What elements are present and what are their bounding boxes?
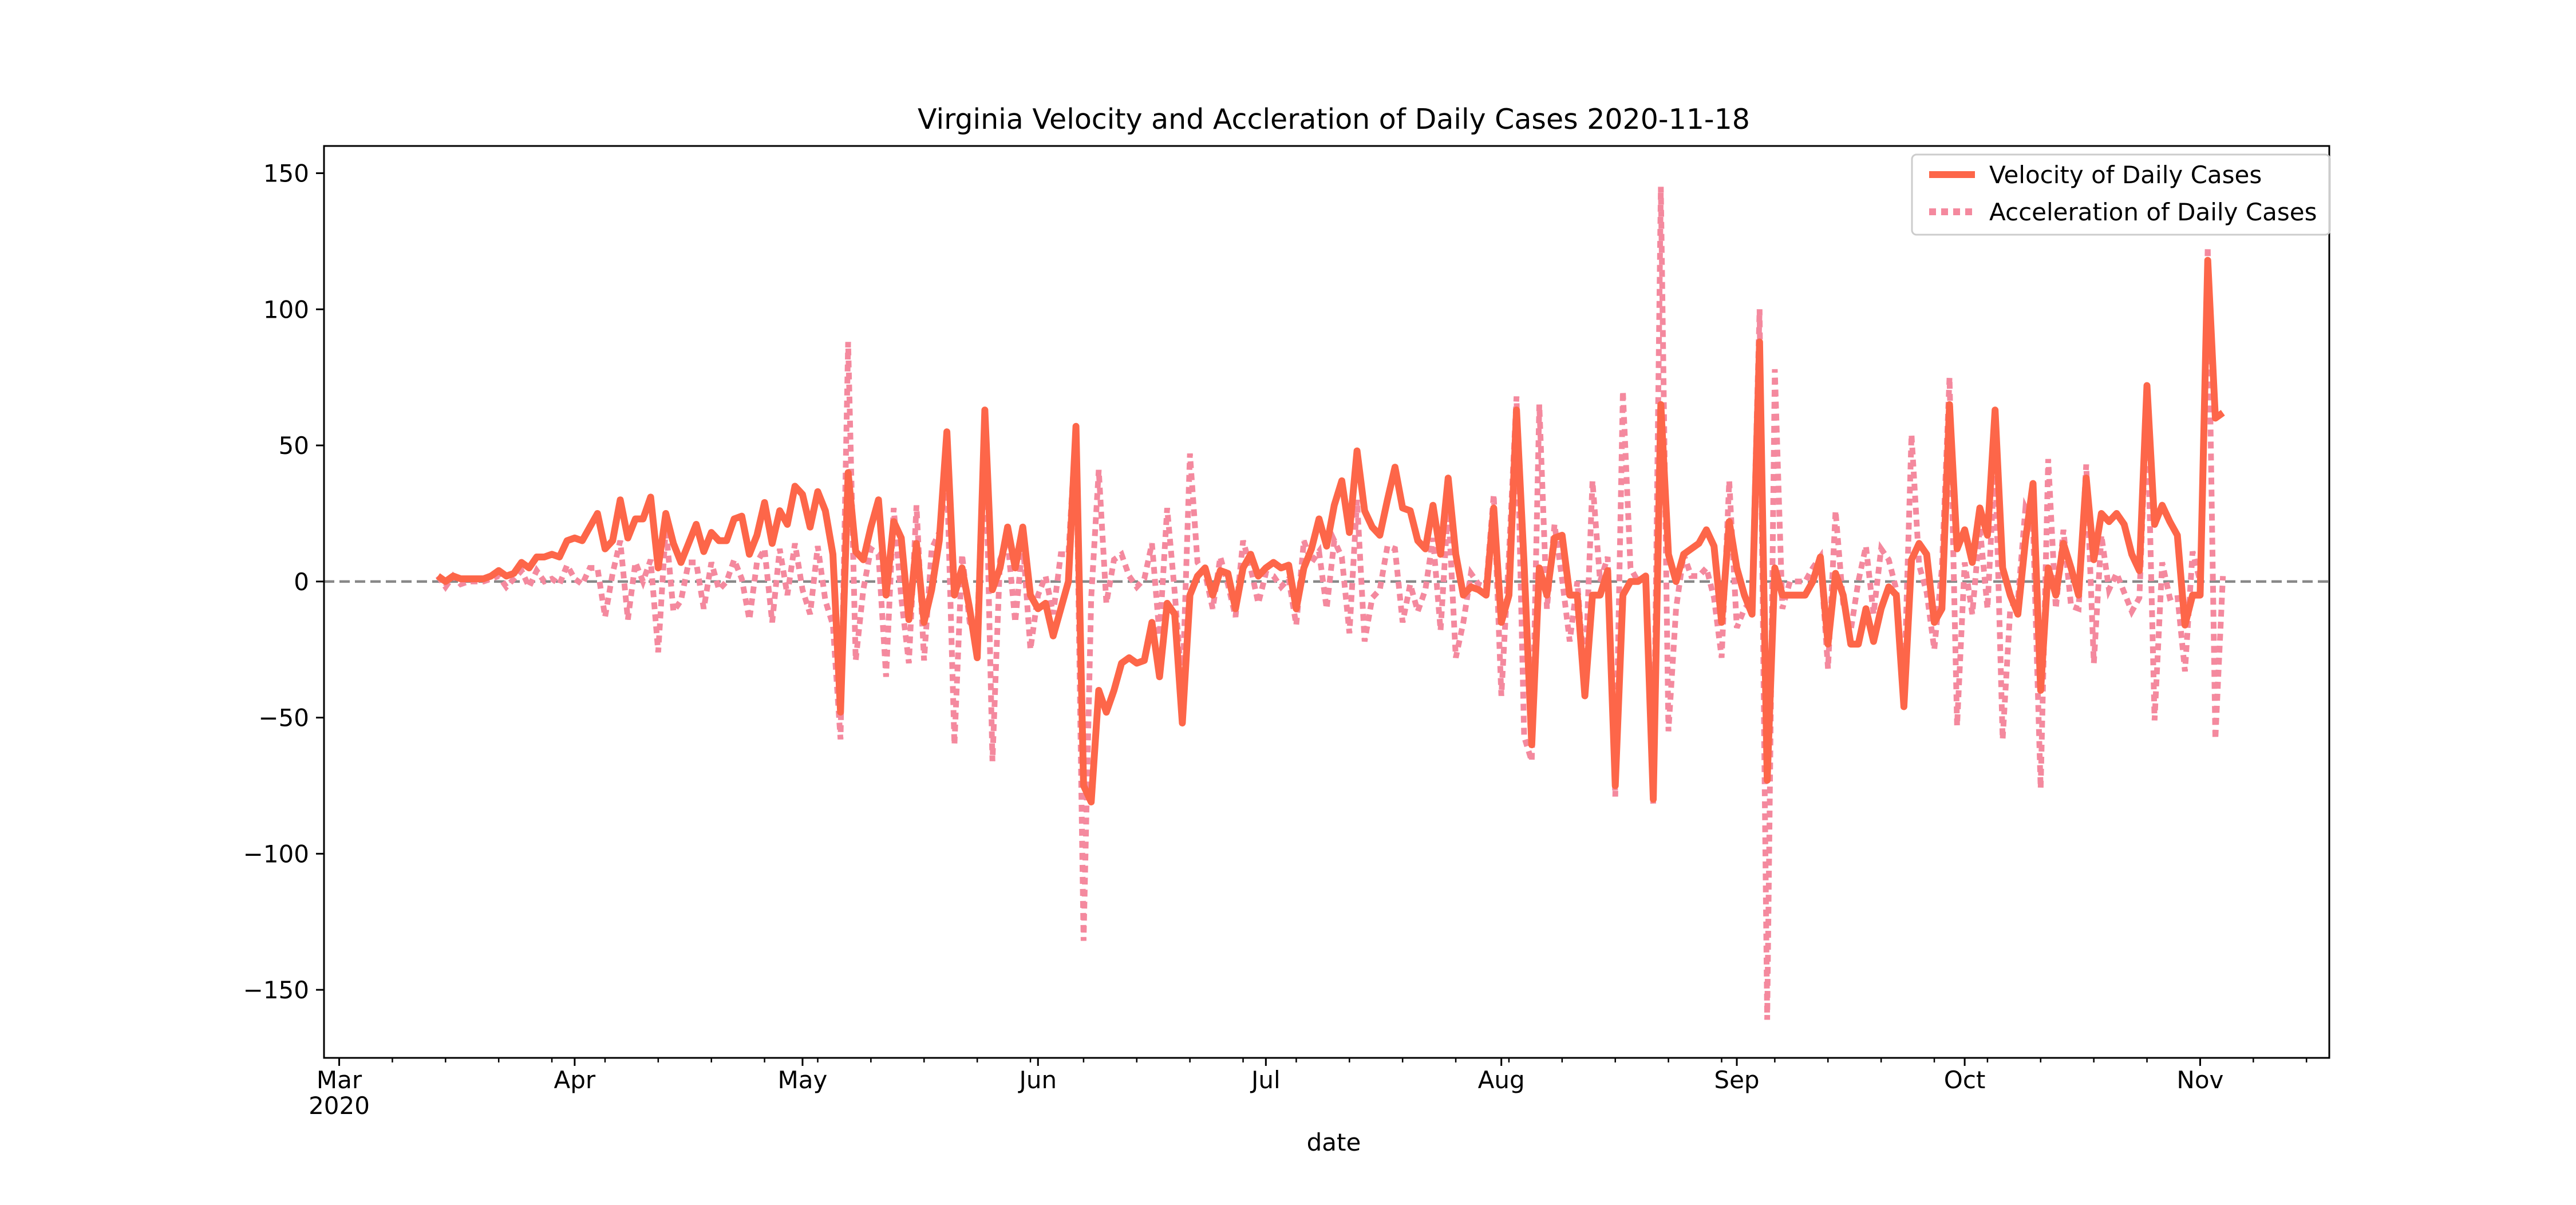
x-tick-sublabel: 2020 <box>309 1092 370 1120</box>
x-tick-label: May <box>778 1066 828 1094</box>
y-tick-label: −100 <box>243 840 309 868</box>
x-tick-label: Jun <box>1017 1066 1057 1094</box>
legend: Velocity of Daily Cases Acceleration of … <box>1911 153 2331 236</box>
x-tick-label: Aug <box>1478 1066 1525 1094</box>
y-tick-label: 50 <box>279 432 309 460</box>
x-tick-label: Nov <box>2176 1066 2223 1094</box>
y-tick-label: 150 <box>263 160 309 188</box>
legend-label-velocity: Velocity of Daily Cases <box>1989 161 2262 189</box>
x-tick-label: Mar <box>317 1066 362 1094</box>
x-axis-label: date <box>1307 1128 1361 1156</box>
x-tick-label: Sep <box>1714 1066 1759 1094</box>
chart-title: Virginia Velocity and Accleration of Dai… <box>918 103 1750 136</box>
y-tick-label: 0 <box>294 568 309 596</box>
x-tick-label: Apr <box>554 1066 596 1094</box>
y-tick-label: 100 <box>263 295 309 323</box>
x-tick-label: Oct <box>1944 1066 1986 1094</box>
legend-label-acceleration: Acceleration of Daily Cases <box>1989 198 2317 226</box>
legend-box <box>1911 153 2331 236</box>
series-line-acceleration <box>435 187 2226 1020</box>
y-tick-label: −150 <box>243 976 309 1004</box>
y-tick-label: −50 <box>258 704 309 732</box>
x-tick-label: Jul <box>1250 1066 1281 1094</box>
plot-frame <box>323 145 2330 1059</box>
series-line-velocity <box>436 256 2225 805</box>
